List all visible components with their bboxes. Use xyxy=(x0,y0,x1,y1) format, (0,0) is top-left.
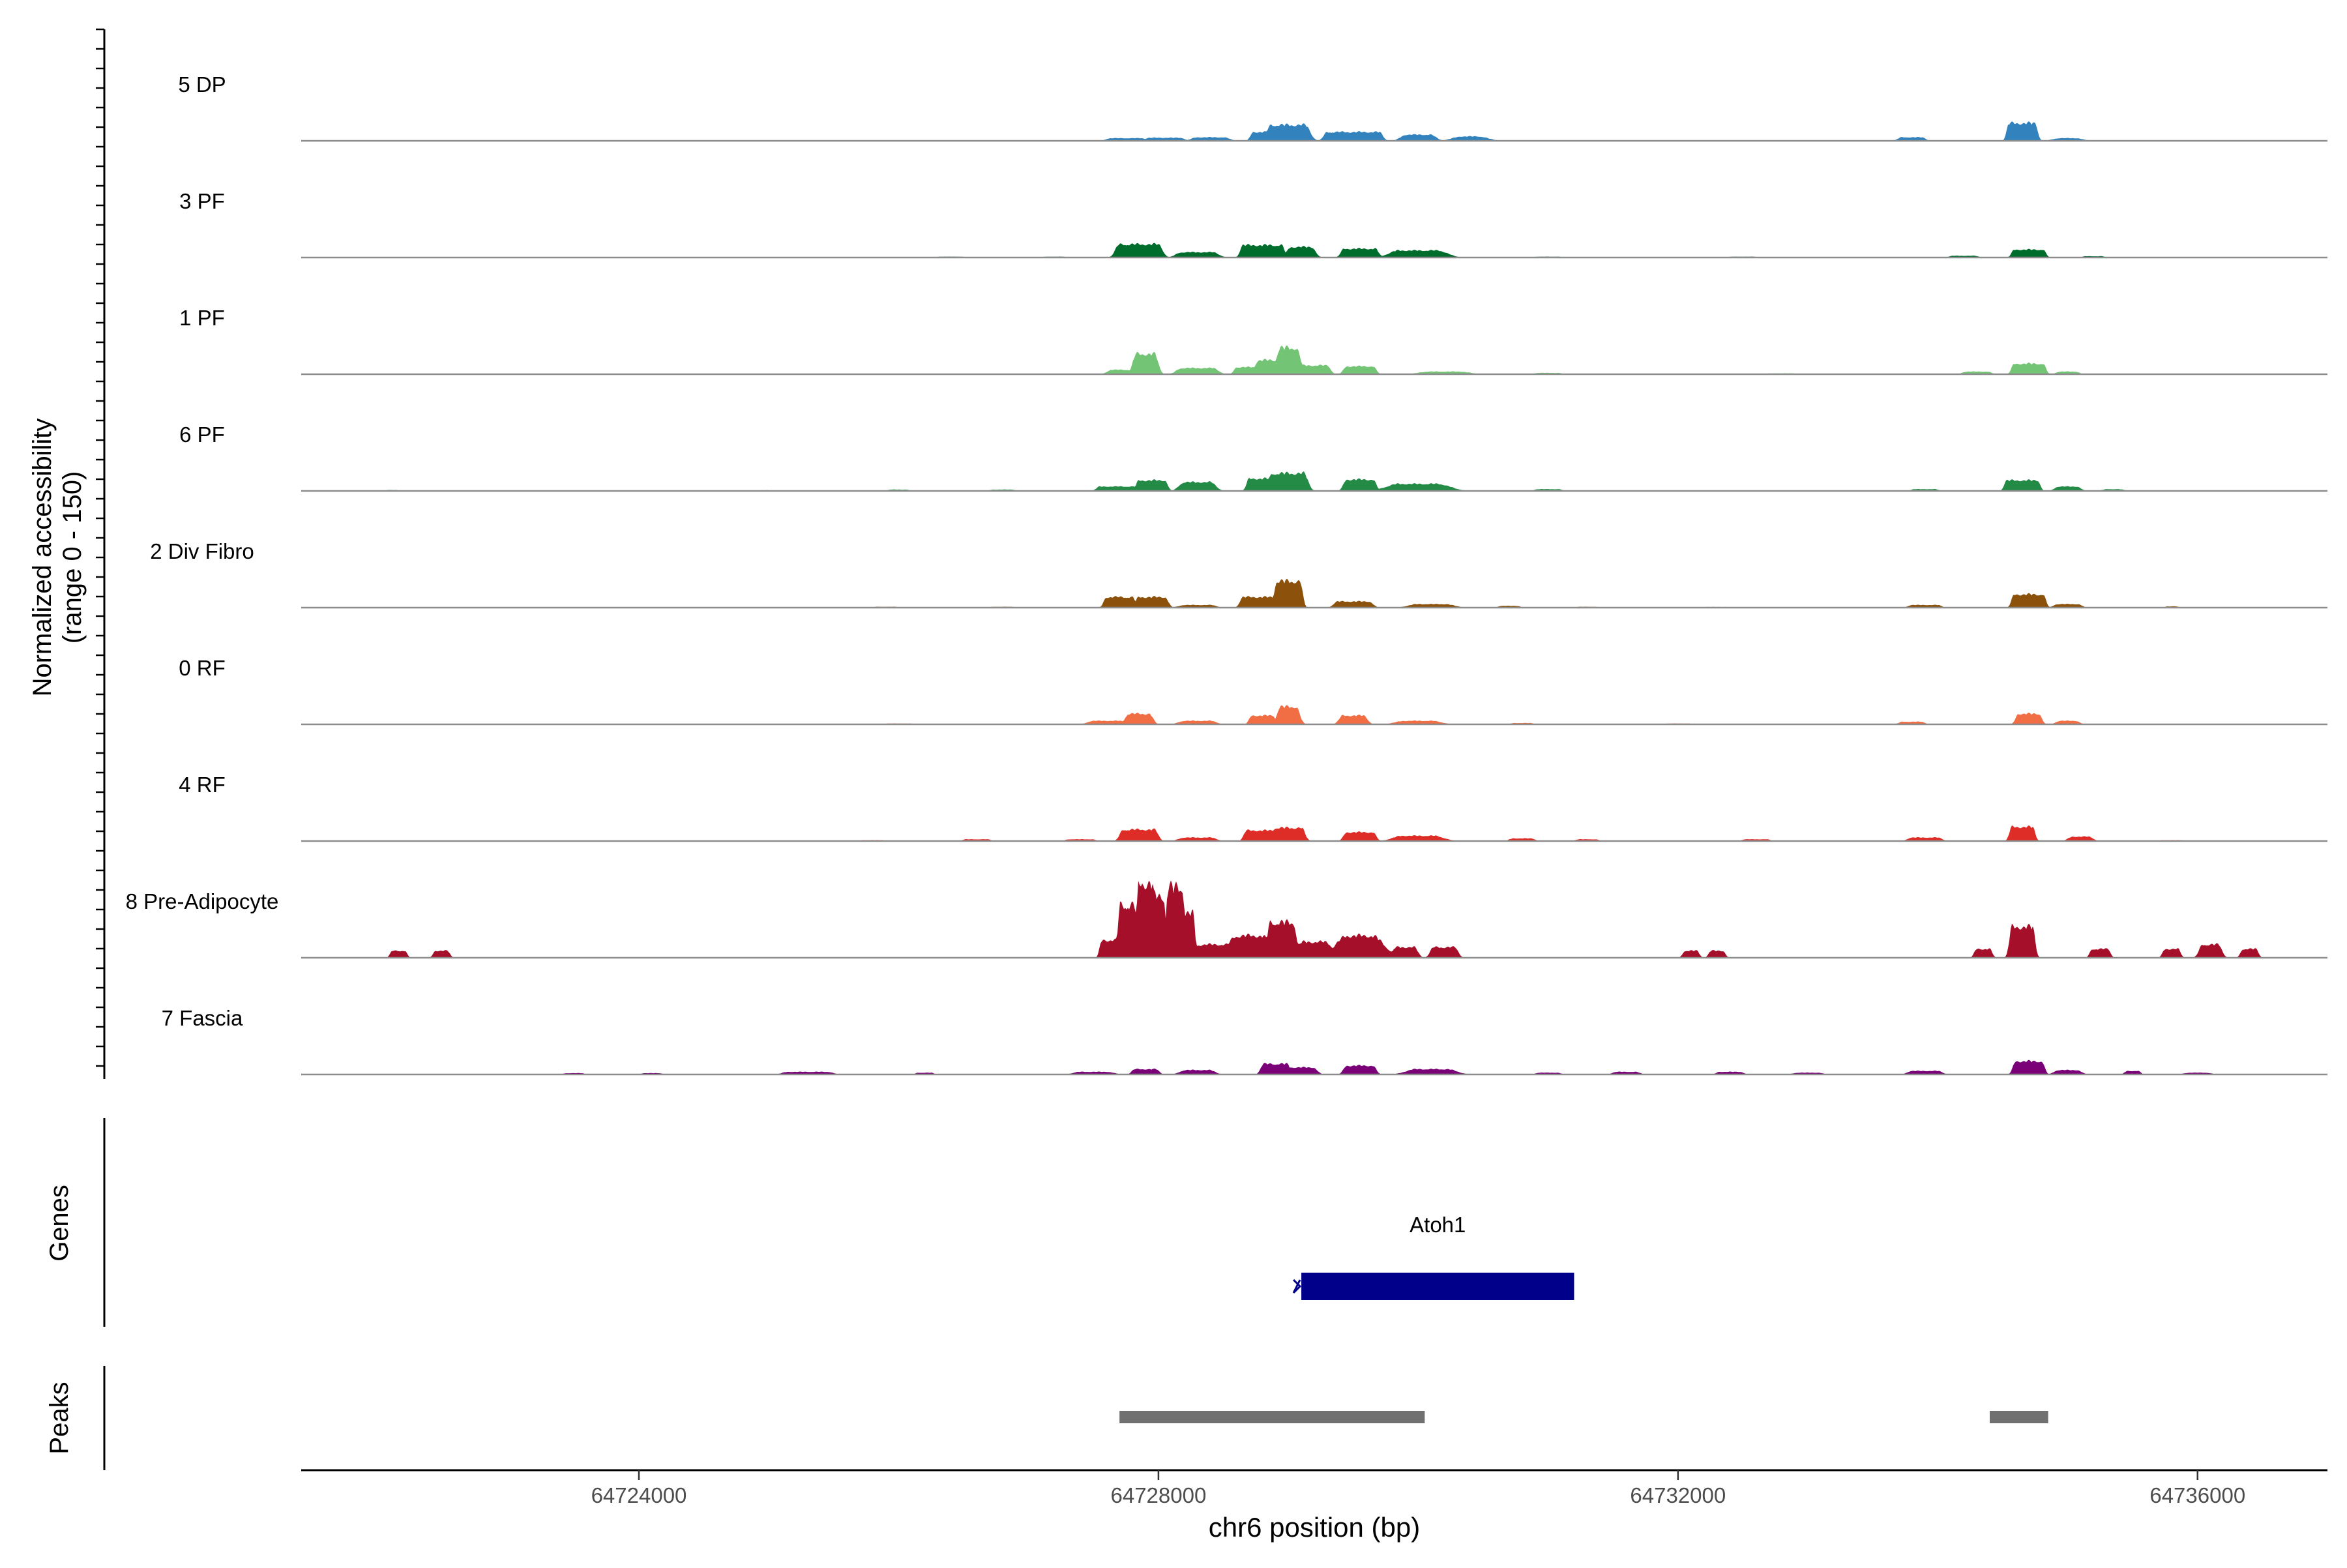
peaks-panel: Peaks xyxy=(45,1366,2048,1470)
gene-label-atoh1: Atoh1 xyxy=(1410,1213,1466,1237)
x-tick-label: 64732000 xyxy=(1630,1483,1726,1507)
coverage-area-4-rf xyxy=(301,825,2327,841)
track-1-pf: 1 PF xyxy=(179,306,2327,376)
genes-panel: Genes Atoh1 xyxy=(45,1118,1574,1327)
coverage-area-6-pf xyxy=(301,471,2327,491)
peaks-panel-title: Peaks xyxy=(45,1382,74,1454)
track-label-8-pre-adipocyte: 8 Pre-Adipocyte xyxy=(126,889,279,913)
x-axis: 64724000 64728000 64732000 64736000 chr6 pos… xyxy=(301,1469,2327,1543)
track-6-pf: 6 PF xyxy=(179,422,2327,492)
track-3-pf: 3 PF xyxy=(179,189,2327,259)
track-label-2-div-fibro: 2 Div Fibro xyxy=(150,539,254,563)
gene-strand-arrow xyxy=(1292,1279,1302,1294)
genes-panel-title: Genes xyxy=(45,1185,74,1262)
coverage-area-1-pf xyxy=(301,345,2327,374)
track-label-4-rf: 4 RF xyxy=(179,773,226,797)
track-label-1-pf: 1 PF xyxy=(179,306,225,330)
peak-region xyxy=(1119,1411,1425,1423)
track-label-6-pf: 6 PF xyxy=(179,422,225,447)
track-0-rf: 0 RF xyxy=(179,656,2327,726)
track-8-pre-adipocyte: 8 Pre-Adipocyte xyxy=(126,880,2327,959)
track-4-rf: 4 RF xyxy=(179,773,2327,842)
coverage-area-5-dp xyxy=(301,121,2327,141)
track-label-0-rf: 0 RF xyxy=(179,656,226,680)
track-7-fascia: 7 Fascia xyxy=(162,1006,2327,1076)
track-label-3-pf: 3 PF xyxy=(179,189,225,213)
track-label-5-dp: 5 DP xyxy=(178,72,226,96)
coverage-area-3-pf xyxy=(301,243,2327,258)
track-label-7-fascia: 7 Fascia xyxy=(162,1006,243,1030)
accessibility-tracks: 5 DP 3 PF 1 PF 6 PF 2 Div Fibro 0 RF 4 RF 8 Pre… xyxy=(126,72,2327,1076)
x-tick-label: 64724000 xyxy=(591,1483,687,1507)
coverage-area-2-div-fibro xyxy=(301,578,2327,608)
track-5-dp: 5 DP xyxy=(178,72,2327,142)
x-axis-title: chr6 position (bp) xyxy=(1209,1512,1421,1543)
gene-body-atoh1 xyxy=(1301,1273,1574,1300)
x-tick-label: 64736000 xyxy=(2149,1483,2245,1507)
track-2-div-fibro: 2 Div Fibro xyxy=(150,539,2327,609)
x-tick-label: 64728000 xyxy=(1111,1483,1207,1507)
coverage-area-7-fascia xyxy=(301,1059,2327,1074)
y-axis-title-line: Normalized accessibility xyxy=(28,419,57,697)
y-axis-title: Normalized accessibility(range 0 - 150) xyxy=(28,419,87,697)
coverage-area-8-pre-adipocyte xyxy=(301,880,2327,958)
y-axis-title-line: (range 0 - 150) xyxy=(58,471,87,644)
accessibility-y-axis: Normalized accessibility(range 0 - 150) xyxy=(28,28,106,1079)
peak-region xyxy=(1990,1411,2048,1423)
coverage-area-0-rf xyxy=(301,705,2327,724)
